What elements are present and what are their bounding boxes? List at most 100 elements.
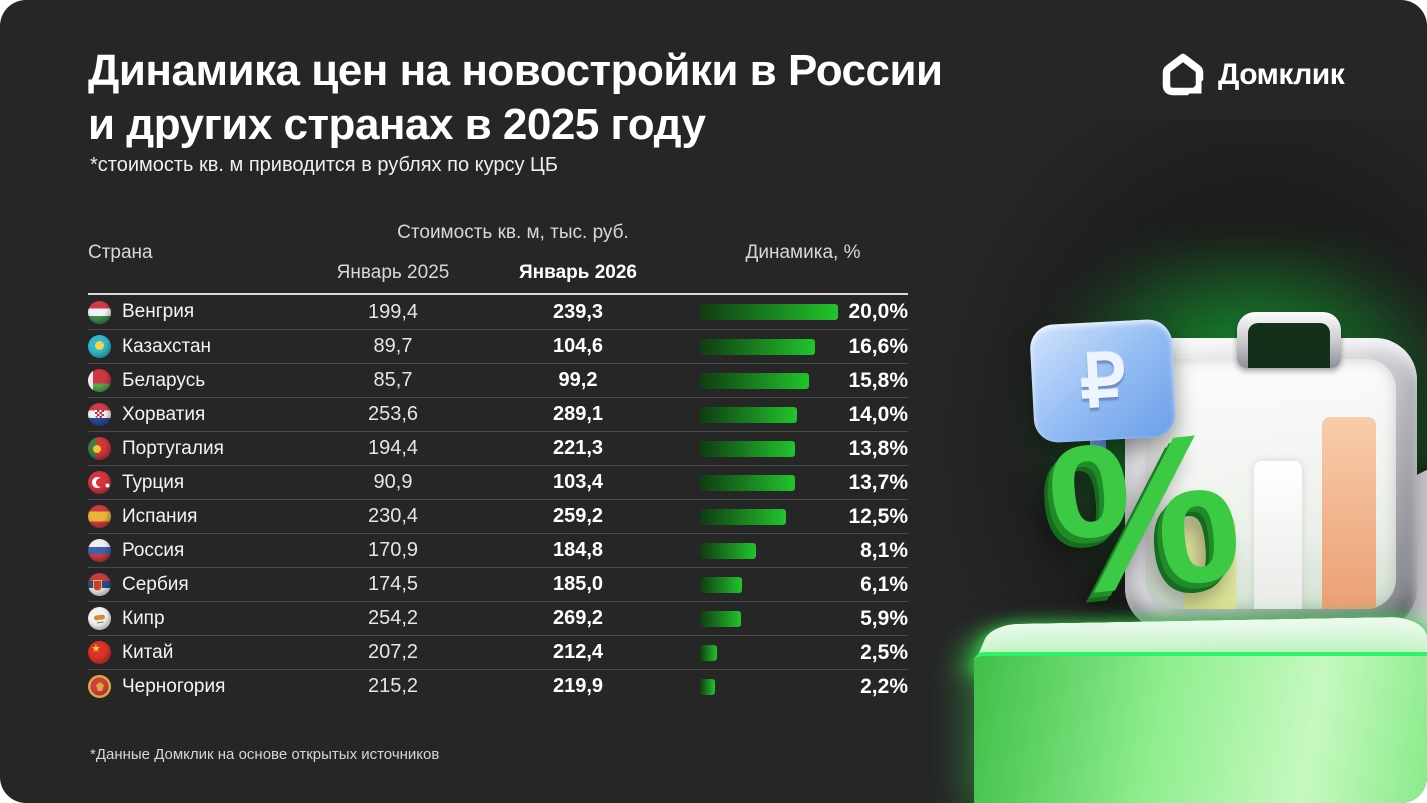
column-header-country: Страна (88, 242, 153, 263)
suitcase-handle (1237, 312, 1341, 368)
kazakhstan-flag-icon (88, 335, 111, 358)
dynamics-label: 15,8% (848, 368, 908, 392)
country-label: Хорватия (122, 403, 206, 425)
price-jan2025: 170,9 (367, 539, 419, 561)
dynamics-bar (700, 678, 716, 695)
price-jan2026: 239,3 (552, 300, 604, 323)
source-note: *Данные Домклик на основе открытых источ… (90, 746, 440, 763)
hungary-flag-icon (88, 300, 111, 324)
dynamics-cell: 13,7% (698, 466, 908, 499)
turkey-flag-icon (88, 471, 111, 494)
price-jan2026: 289,1 (552, 403, 604, 425)
dynamics-cell: 16,6% (698, 330, 908, 363)
dynamics-label: 13,8% (848, 436, 908, 460)
price-jan2025: 253,6 (367, 403, 419, 425)
table-row: Венгрия 199,4 239,3 20,0% (88, 295, 908, 329)
suitcase-chart-panel (1146, 359, 1396, 609)
dynamics-label: 5,9% (860, 606, 908, 630)
dynamics-bar (700, 542, 756, 559)
russia-flag-icon (88, 539, 111, 562)
table-row: Черногория 215,2 219,9 2,2% (88, 669, 908, 703)
dynamics-cell: 13,8% (698, 432, 908, 465)
mini-bar-orange (1322, 417, 1376, 609)
price-jan2026: 99,2 (558, 369, 598, 391)
country-cell: Беларусь (88, 369, 328, 392)
price-jan2026: 212,4 (552, 641, 604, 663)
price-jan2025: 215,2 (367, 675, 419, 697)
country-label: Китай (122, 641, 174, 663)
price-jan2026: 104,6 (552, 335, 604, 357)
dynamics-cell: 14,0% (698, 398, 908, 431)
dynamics-bar (700, 610, 741, 627)
dynamics-cell: 5,9% (698, 602, 908, 635)
green-glow (1015, 250, 1427, 630)
table-row: Россия 170,9 184,8 8,1% (88, 533, 908, 567)
price-jan2026: 103,4 (552, 471, 604, 493)
dynamics-bar (700, 644, 718, 661)
pedestal-front-face (974, 652, 1427, 803)
croatia-flag-icon (88, 403, 111, 426)
domclick-logo: Домклик (1160, 52, 1345, 98)
china-flag-icon (88, 641, 111, 664)
belarus-flag-icon (88, 369, 111, 392)
column-header-jan2026: Январь 2026 (519, 262, 637, 283)
price-jan2026: 259,2 (552, 505, 604, 527)
price-jan2025: 230,4 (367, 505, 419, 527)
price-jan2026: 221,3 (552, 437, 604, 459)
country-label: Россия (122, 539, 185, 561)
page-subtitle: *стоимость кв. м приводится в рублях по … (90, 154, 558, 176)
dynamics-cell: 15,8% (698, 364, 908, 397)
table-row: Турция 90,9 103,4 13,7% (88, 465, 908, 499)
table-row: Кипр 254,2 269,2 5,9% (88, 601, 908, 635)
dynamics-bar (700, 338, 815, 355)
country-cell: Испания (88, 505, 328, 528)
domclick-house-icon (1162, 53, 1205, 97)
price-jan2025: 85,7 (373, 369, 413, 391)
table-rows: Венгрия 199,4 239,3 20,0% Казахстан 89,7… (88, 295, 908, 703)
country-cell: Казахстан (88, 335, 328, 358)
dynamics-label: 6,1% (860, 572, 908, 596)
table-header: Страна Стоимость кв. м, тыс. руб. Январь… (88, 213, 908, 293)
table-row: Португалия 194,4 221,3 13,8% (88, 431, 908, 465)
country-cell: Кипр (88, 607, 328, 630)
serbia-flag-icon (88, 573, 111, 596)
dynamics-bar (700, 508, 787, 525)
domclick-logo-text: Домклик (1218, 58, 1345, 91)
price-jan2026: 184,8 (552, 539, 604, 561)
page-title-line2: и других странах в 2025 году (88, 99, 706, 149)
table-row: Сербия 174,5 185,0 6,1% (88, 567, 908, 601)
column-header-dynamics: Динамика, % (745, 242, 861, 263)
dynamics-cell: 2,2% (698, 670, 908, 703)
montenegro-flag-icon (88, 675, 111, 698)
country-cell: Россия (88, 539, 328, 562)
country-label: Испания (122, 505, 198, 527)
page-title-line1: Динамика цен на новостройки в России (88, 46, 943, 95)
country-label: Венгрия (122, 301, 195, 322)
country-label: Казахстан (122, 335, 212, 357)
dark-vignette (930, 120, 1427, 803)
percent-3d-icon: % (1038, 385, 1251, 642)
header-separator (88, 293, 908, 295)
column-header-price-group: Стоимость кв. м, тыс. руб. (397, 222, 629, 243)
country-label: Беларусь (122, 369, 206, 391)
dynamics-bar (700, 372, 809, 389)
country-cell: Турция (88, 471, 328, 494)
dynamics-label: 14,0% (848, 402, 908, 426)
table-row: Беларусь 85,7 99,2 15,8% (88, 363, 908, 397)
table-row: Казахстан 89,7 104,6 16,6% (88, 329, 908, 363)
price-jan2025: 90,9 (373, 471, 413, 493)
column-header-jan2025: Январь 2025 (336, 262, 450, 283)
dynamics-cell: 2,5% (698, 636, 908, 669)
dynamics-label: 8,1% (860, 538, 908, 562)
page-title: Динамика цен на новостройки в России и д… (88, 44, 943, 151)
country-cell: Хорватия (88, 403, 328, 426)
table-row: Китай 207,2 212,4 2,5% (88, 635, 908, 669)
spain-flag-icon (88, 505, 111, 528)
dynamics-cell: 6,1% (698, 568, 908, 601)
price-table: Страна Стоимость кв. м, тыс. руб. Январь… (88, 213, 908, 703)
dynamics-label: 20,0% (848, 300, 908, 323)
country-cell: Португалия (88, 437, 328, 460)
country-label: Португалия (122, 437, 224, 459)
price-jan2026: 269,2 (552, 607, 604, 629)
